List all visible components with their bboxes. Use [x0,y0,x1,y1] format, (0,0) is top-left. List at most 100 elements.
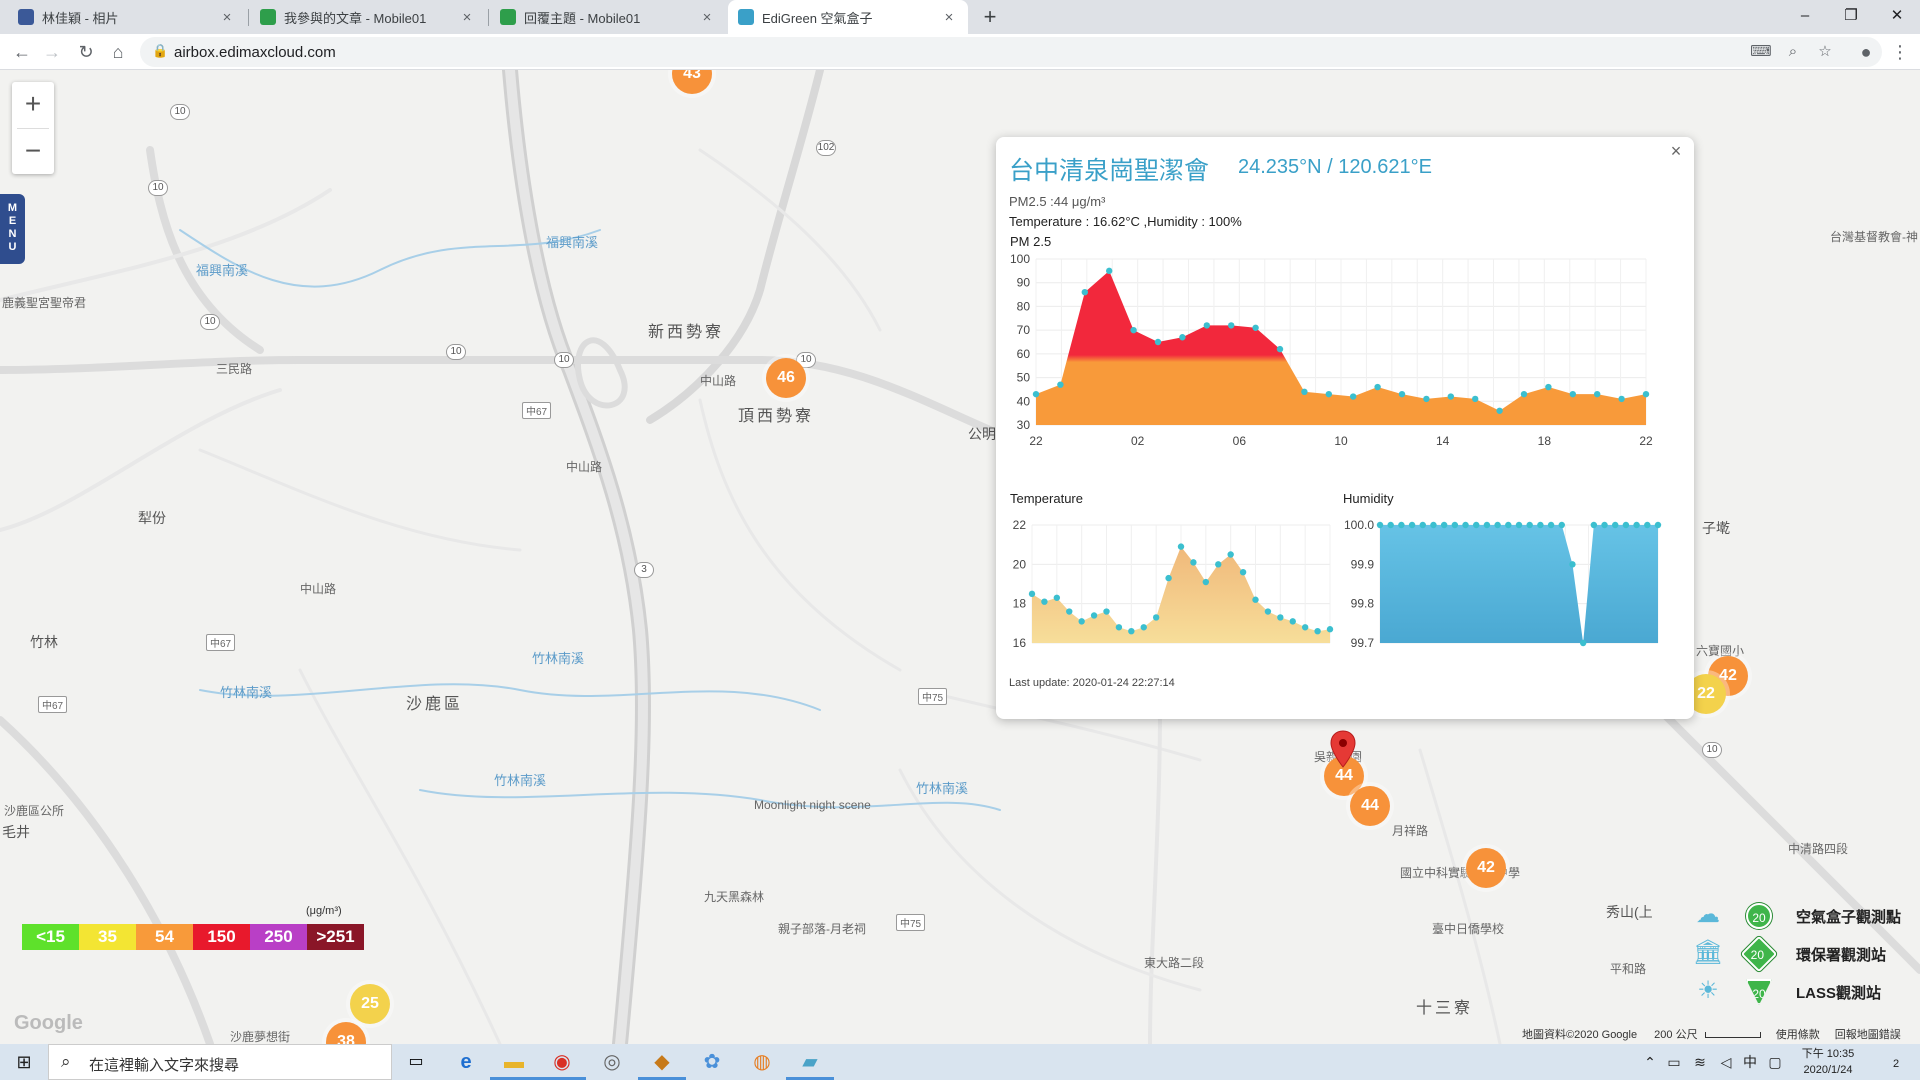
data-point [1325,390,1332,398]
station-label: 空氣盒子觀測點 [1796,909,1902,926]
tab-title: 回覆主題 - Mobile01 [524,10,641,26]
notification-icon[interactable]: 2 [1878,1044,1914,1080]
tab-close-icon[interactable]: × [944,8,954,26]
zoom-out-button[interactable]: − [24,135,42,166]
tab-edigreen[interactable]: EdiGreen 空氣盒子 × [728,0,968,34]
ime-indicator[interactable]: 中 [1743,1054,1757,1070]
sensor-marker[interactable]: 46 [766,358,806,398]
tab-close-icon[interactable]: × [222,8,232,26]
data-point [1496,407,1503,414]
reload-icon[interactable]: ↻ [78,42,94,62]
zoom-in-button[interactable]: + [24,88,42,119]
station-row-lass[interactable]: ☀ 20 LASS觀測站 [1688,976,1920,1010]
address-bar[interactable]: 🔒 airbox.edimaxcloud.com ⌨ ⌕ ☆ [140,37,1882,67]
river-label: 福興南溪 [546,235,599,250]
station-coordinates: 24.235°N / 120.621°E [1238,156,1432,178]
tab-mobile01-reply[interactable]: 回覆主題 - Mobile01 × [490,0,726,34]
sensor-marker[interactable]: 25 [350,984,390,1024]
place-label: 親子部落-月老祠 [778,922,866,936]
more-menu-icon[interactable]: ⋮ [1891,42,1909,62]
app-icon[interactable]: ◆ [638,1044,686,1080]
map-pin-icon[interactable] [1330,730,1356,768]
terms-link[interactable]: 使用條款 [1775,1029,1820,1041]
data-point [1103,608,1110,615]
taskbar-search-input[interactable]: ⌕ 在這裡輸入文字來搜尋 [48,1044,392,1080]
chevron-up-icon[interactable]: ⌃ [1644,1054,1656,1070]
tab-close-icon[interactable]: × [702,8,712,26]
task-view-icon[interactable]: ▭ [408,1053,424,1070]
translate-icon[interactable]: ⌨ [1750,43,1772,60]
data-point [1289,618,1296,625]
forward-arrow-icon[interactable]: → [43,42,61,62]
volume-icon[interactable]: ◁ [1720,1054,1732,1070]
tab-mobile01-articles[interactable]: 我參與的文章 - Mobile01 × [250,0,486,34]
restore-button[interactable]: ❐ [1844,7,1858,24]
bookmark-star-icon[interactable]: ☆ [1818,43,1832,60]
road-label: 中山路 [300,582,337,596]
map-footer: 地圖資料©2020 Google 200 公尺 使用條款 回報地圖錯誤 [1522,1026,1901,1042]
river-label: 竹林南溪 [916,781,969,796]
data-point [1130,326,1137,334]
legend-item: 54 [136,924,193,950]
profile-icon[interactable]: ● [1860,42,1872,62]
station-row-epa[interactable]: 🏛 20 環保署觀測站 [1688,935,1920,973]
data-point [1398,390,1406,398]
close-window-button[interactable]: ✕ [1890,7,1904,24]
y-tick-label: 22 [1013,518,1027,532]
notification-count: 2 [1892,1058,1900,1070]
data-point [1612,521,1619,529]
sensor-marker[interactable]: 38 [326,1022,366,1044]
data-point [1654,521,1662,529]
sensor-marker[interactable]: 42 [1466,848,1506,888]
clock[interactable]: 下午 10:35 2020/1/24 [1788,1046,1868,1078]
data-point [1277,614,1284,621]
data-point [1558,521,1565,529]
unit-label: (μg/m³) [306,905,342,917]
sensor-marker[interactable]: 44 [1350,786,1390,826]
wifi-icon[interactable]: ≋ [1694,1054,1706,1070]
series-area [1036,270,1646,425]
river-label: 竹林南溪 [494,773,547,788]
x-tick-label: 14 [1436,434,1450,448]
road-label: 東大路二段 [1144,956,1205,970]
windows-start-icon[interactable]: ⊞ [16,1052,32,1072]
app-icon[interactable]: ▰ [786,1044,834,1080]
app-icon[interactable]: ◍ [753,1051,771,1073]
popup-close-button[interactable]: × [1670,141,1682,161]
menu-tab-button[interactable]: MENU [0,194,25,264]
minimize-button[interactable]: – [1800,7,1810,24]
road-shield: 10 [170,104,190,120]
road-shield: 中67 [38,696,68,713]
app-icon[interactable]: ◎ [603,1051,621,1073]
temperature-humidity-reading: Temperature : 16.62°C ,Humidity : 100% [1009,214,1242,229]
map-canvas[interactable]: 新西勢寮 頂西勢寮 沙鹿區 犁份 竹林 毛井 十三寮 秀山(上 子墘 公明 竹林… [0,70,1920,1044]
lock-icon: 🔒 [152,43,169,58]
battery-icon[interactable]: ▭ [1667,1054,1681,1070]
back-arrow-icon[interactable]: ← [13,42,31,62]
tab-strip: 林佳穎 - 相片 × 我參與的文章 - Mobile01 × 回覆主題 - Mo… [0,0,1920,34]
new-tab-button[interactable]: + [983,4,997,29]
home-icon[interactable]: ⌂ [112,42,124,62]
scale-bar [1704,1032,1761,1038]
station-row-airbox[interactable]: ☁ 20 空氣盒子觀測點 [1688,900,1920,934]
map-label: 十三寮 [1416,1000,1474,1017]
tab-facebook[interactable]: 林佳穎 - 相片 × [8,0,246,34]
data-point [1314,628,1321,635]
y-tick-label: 80 [1017,299,1031,313]
map-label: 犁份 [138,510,166,526]
report-error-link[interactable]: 回報地圖錯誤 [1834,1029,1901,1041]
ime-mode-icon[interactable]: ▢ [1768,1054,1782,1070]
pm-color-legend: <15 35 54 150 250 >251 [22,924,364,950]
edge-icon[interactable]: e [460,1051,472,1073]
file-explorer-icon[interactable]: ▬ [490,1044,538,1080]
y-tick-label: 70 [1017,323,1031,337]
tab-close-icon[interactable]: × [462,8,472,26]
browser-toolbar: ← → ↻ ⌂ 🔒 airbox.edimaxcloud.com ⌨ ⌕ ☆ ●… [0,34,1920,70]
zoom-control: + − [12,82,54,174]
data-point [1028,590,1036,598]
zoom-icon[interactable]: ⌕ [1788,43,1798,60]
chrome-icon[interactable]: ◉ [538,1044,586,1080]
data-point [1569,390,1576,398]
app-icon[interactable]: ✿ [703,1051,721,1073]
airbox-icon: ☁ [1696,901,1720,928]
